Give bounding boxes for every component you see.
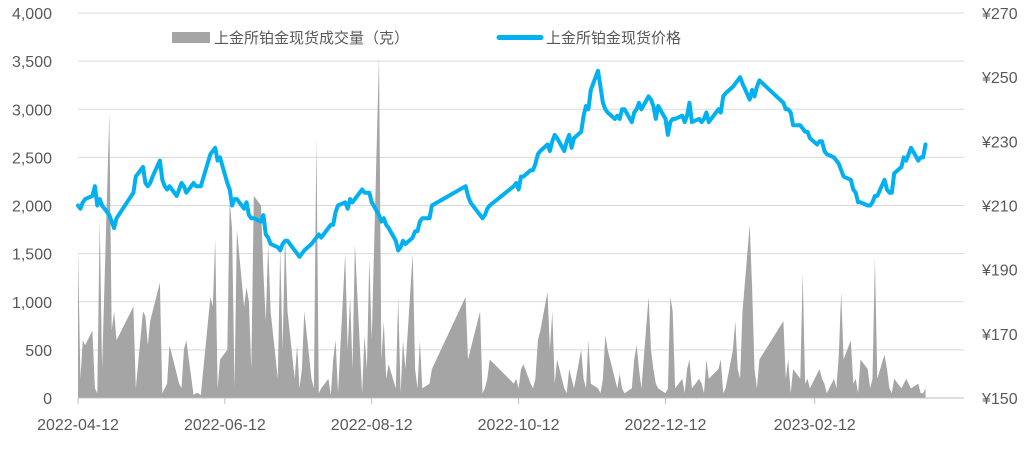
left-tick-label: 500 (25, 343, 52, 360)
legend: 上金所铂金现货成交量（克） 上金所铂金现货价格 (172, 29, 681, 47)
right-axis: ¥150 ¥170 ¥190 ¥210 ¥230 ¥250 ¥270 (981, 6, 1018, 408)
x-tick-label: 2022-12-12 (625, 417, 707, 434)
left-tick-label: 4,000 (12, 6, 52, 23)
volume-area-layer (78, 56, 926, 399)
price-line (76, 68, 928, 259)
x-tick-label: 2022-10-12 (478, 417, 560, 434)
grid-lines (78, 12, 964, 399)
left-tick-label: 2,500 (12, 150, 52, 167)
legend-label-volume: 上金所铂金现货成交量（克） (214, 29, 409, 47)
x-tick-label: 2022-04-12 (37, 417, 119, 434)
left-tick-label: 3,000 (12, 102, 52, 119)
right-tick-label: ¥250 (981, 70, 1018, 87)
right-tick-label: ¥230 (981, 134, 1018, 151)
x-axis: 2022-04-12 2022-06-12 2022-08-12 2022-10-12… (37, 397, 964, 434)
left-tick-label: 1,000 (12, 295, 52, 312)
left-tick-label: 0 (43, 391, 52, 408)
right-tick-label: ¥210 (981, 199, 1018, 216)
right-tick-label: ¥150 (981, 391, 1018, 408)
right-tick-label: ¥270 (981, 6, 1018, 23)
left-tick-label: 2,000 (12, 199, 52, 216)
legend-swatch-volume (172, 32, 210, 43)
price-line-layer (76, 68, 928, 259)
left-tick-label: 3,500 (12, 54, 52, 71)
left-axis: 0 500 1,000 1,500 2,000 2,500 3,000 3,500 4,000 (12, 6, 52, 408)
x-tick-label: 2023-02-12 (774, 417, 856, 434)
x-tick-label: 2022-06-12 (184, 417, 266, 434)
x-tick-label: 2022-08-12 (331, 417, 413, 434)
legend-label-price: 上金所铂金现货价格 (546, 29, 681, 47)
right-tick-label: ¥170 (981, 327, 1018, 344)
left-tick-label: 1,500 (12, 247, 52, 264)
volume-area (78, 56, 926, 399)
right-tick-label: ¥190 (981, 263, 1018, 280)
